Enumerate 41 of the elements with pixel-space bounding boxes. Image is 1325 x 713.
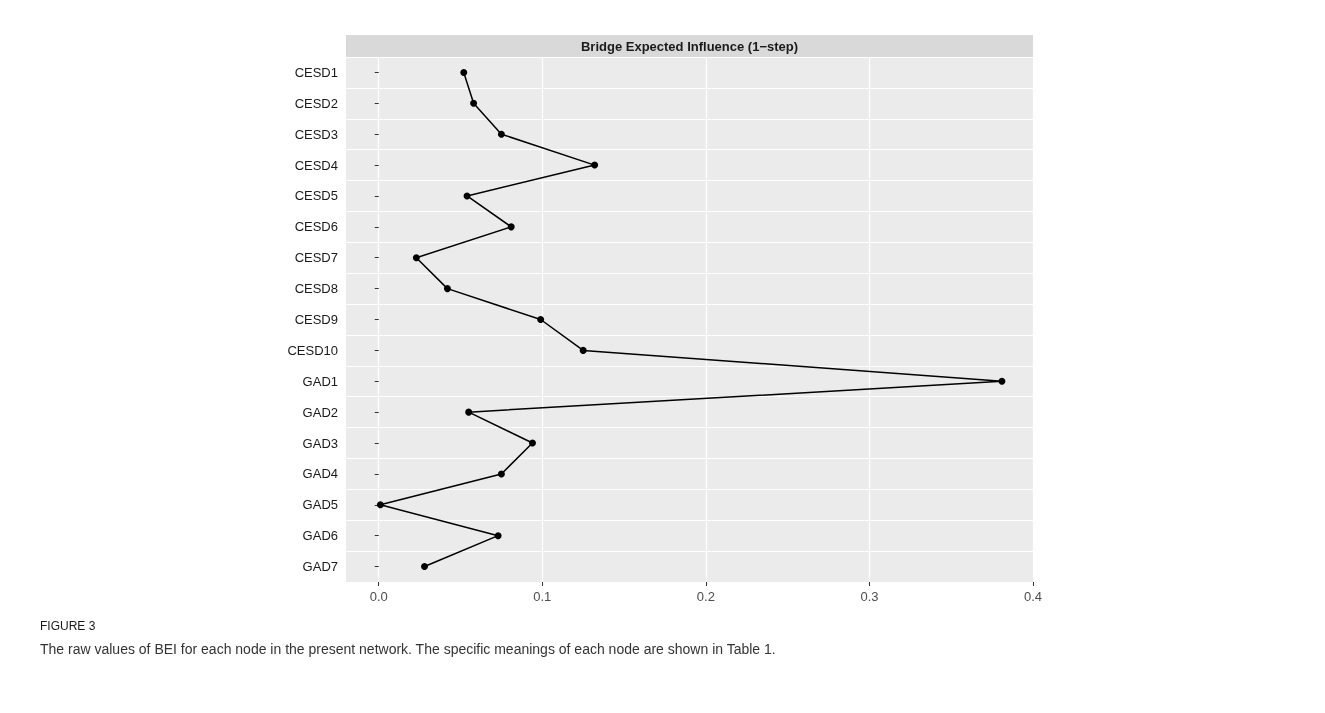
y-tick-label: CESD1 (294, 64, 338, 80)
y-tick-label: CESD6 (294, 219, 338, 235)
point (579, 346, 587, 354)
point (497, 470, 505, 478)
point (528, 439, 536, 447)
x-tick-label: 0.0 (369, 589, 388, 604)
y-tick-label: GAD4 (302, 466, 338, 482)
y-tick-label: CESD8 (294, 281, 338, 297)
point (443, 285, 451, 293)
y-tick-label: GAD3 (302, 435, 338, 451)
x-tick-label: 0.4 (1023, 589, 1043, 604)
y-tick-label: GAD7 (302, 559, 338, 575)
y-tick-label: CESD5 (294, 188, 338, 204)
y-tick-label: GAD2 (302, 404, 338, 420)
point (494, 532, 502, 540)
point (998, 377, 1006, 385)
y-tick-label: CESD10 (287, 342, 338, 358)
y-tick-label: GAD5 (302, 497, 338, 513)
point (465, 408, 473, 416)
x-tick-label: 0.1 (533, 589, 552, 604)
text: The raw values of BEI for each node in the present network. The specific meanings of each node are shown in Table 1. (40, 641, 776, 657)
point (507, 223, 515, 231)
x-tick-label: 0.3 (860, 589, 879, 604)
point (421, 563, 429, 571)
y-tick-label: GAD6 (302, 528, 338, 544)
y-tick-label: CESD7 (294, 250, 338, 266)
caption: FIGURE 3 (40, 619, 96, 633)
x-tick-label: 0.2 (696, 589, 715, 604)
point (376, 501, 384, 509)
y-tick-label: CESD4 (294, 157, 338, 173)
y-tick-label: GAD1 (302, 373, 338, 389)
y-tick-label: CESD3 (294, 126, 338, 142)
y-tick-label: CESD2 (294, 95, 338, 111)
chart-title: Bridge Expected Influence (1−step) (580, 38, 799, 54)
y-tick-label: CESD9 (294, 312, 338, 327)
point (497, 130, 505, 138)
point (470, 99, 478, 107)
point (537, 316, 545, 323)
point (412, 254, 420, 262)
point (591, 161, 599, 169)
point (460, 68, 468, 76)
